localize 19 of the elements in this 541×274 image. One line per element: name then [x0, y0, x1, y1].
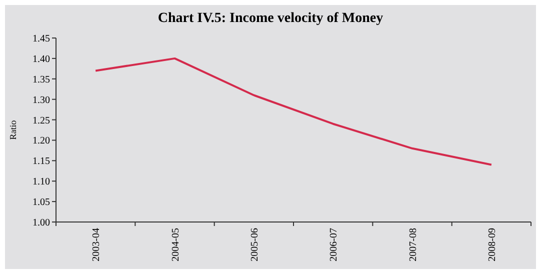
line-series — [94, 57, 492, 166]
y-tick-label: 1.40 — [32, 54, 50, 65]
x-tick-label: 2004-05 — [170, 228, 182, 262]
x-tick-label: 2008-09 — [486, 228, 498, 262]
x-tick-label: 2007-08 — [408, 228, 419, 262]
chart-title: Chart IV.5: Income velocity of Money — [158, 11, 384, 26]
y-tick-label: 1.10 — [32, 176, 50, 188]
y-axis-title: Ratio — [8, 120, 18, 140]
y-tick-label: 1.20 — [32, 136, 50, 147]
y-tick-label: 1.05 — [32, 197, 50, 208]
y-tick-label: 1.15 — [32, 156, 50, 168]
y-tick-label: 1.45 — [32, 34, 50, 44]
x-tick-label: 2006-07 — [328, 228, 340, 262]
x-tick-label: 2005-06 — [249, 228, 260, 262]
y-tick-label: 1.00 — [32, 218, 50, 228]
x-tick-label: 2003-04 — [91, 228, 102, 262]
y-tick-label: 1.25 — [32, 115, 50, 126]
y-tick-label: 1.30 — [32, 94, 50, 106]
y-tick-label: 1.35 — [32, 74, 50, 86]
